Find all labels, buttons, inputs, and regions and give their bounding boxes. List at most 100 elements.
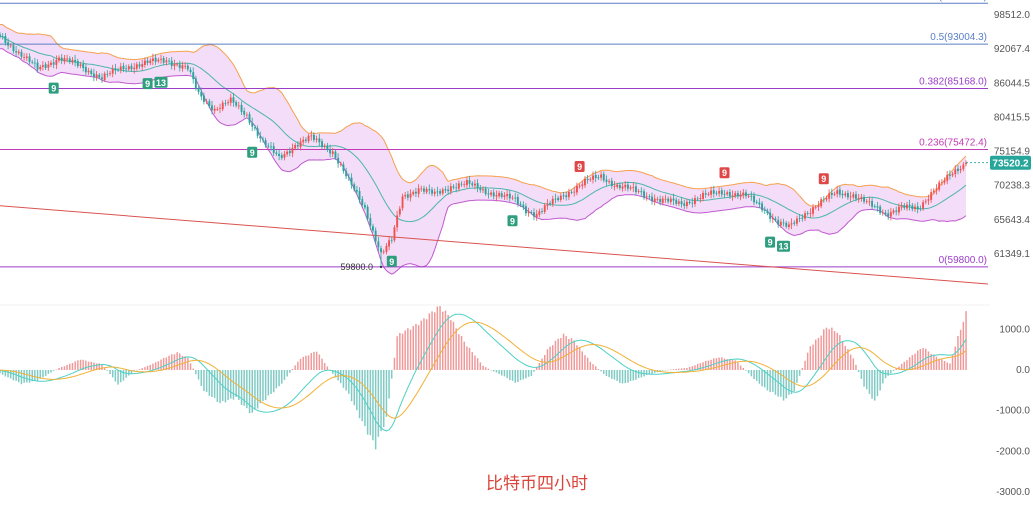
candle-body [538, 211, 541, 215]
candle-body [610, 180, 613, 186]
td-count-badge [142, 78, 153, 90]
candle-body [331, 151, 334, 154]
candle [793, 220, 796, 226]
macd-histogram-bar [761, 370, 763, 387]
candle [667, 196, 670, 204]
candle-body [259, 136, 262, 139]
td-count-badge [719, 167, 730, 179]
candle-body [79, 64, 82, 66]
macd-histogram-bar [498, 370, 500, 374]
candle [723, 189, 726, 198]
macd-histogram-bar [350, 370, 353, 402]
candle-body [321, 141, 323, 147]
candle-body [221, 102, 224, 110]
candle-body [635, 186, 637, 193]
candle [390, 236, 393, 244]
candle-body [474, 183, 476, 186]
macd-histogram-bar [294, 365, 296, 370]
macd-histogram-bar [251, 370, 253, 413]
macd-histogram-bar [766, 370, 769, 391]
candle-body [152, 58, 154, 61]
td-count-marker: 9 [247, 146, 258, 158]
candle [557, 195, 560, 202]
macd-histogram-bar [187, 357, 189, 370]
macd-histogram-bar [785, 370, 787, 399]
candle [457, 180, 460, 192]
macd-histogram-bar [345, 370, 347, 391]
macd-histogram-bar [4, 370, 7, 377]
macd-histogram-bar [680, 368, 683, 370]
macd-histogram-bar [69, 363, 71, 370]
candle [307, 133, 310, 144]
candle [643, 188, 645, 200]
candle [710, 186, 712, 199]
candle [267, 143, 270, 149]
macd-axis-tick: 0.0 [1016, 365, 1030, 376]
candle-body [830, 193, 833, 195]
candle-body [144, 60, 146, 65]
macd-histogram-bar [750, 370, 753, 377]
candle [758, 198, 761, 209]
macd-histogram-bar [275, 370, 278, 389]
macd-histogram-bar [855, 364, 857, 370]
candle-body [932, 190, 935, 193]
candle-body [17, 51, 20, 54]
candle [511, 195, 514, 201]
macd-histogram-bar [315, 351, 318, 370]
candle-body [498, 193, 501, 197]
macd-histogram-bar [189, 363, 192, 370]
macd-histogram-bar [503, 370, 506, 377]
candle-body [616, 184, 619, 187]
candle [264, 137, 267, 148]
td-count-marker: 13 [154, 76, 168, 88]
candle-body [254, 127, 256, 129]
macd-histogram-bar [337, 370, 339, 381]
macd-histogram-bar [892, 370, 895, 371]
macd-histogram-bar [117, 370, 119, 385]
candle-body [361, 199, 364, 205]
candle-body [28, 56, 31, 62]
candle-body [557, 197, 560, 201]
chart-title: 比特币四小时 [486, 474, 588, 493]
candle [197, 85, 200, 95]
candle-body [219, 108, 221, 109]
candle-body [39, 66, 42, 70]
td-count-badge [777, 240, 790, 252]
candle [329, 144, 331, 158]
macd-histogram-bar [895, 368, 897, 370]
candle-body [200, 91, 203, 97]
candle-body [688, 201, 691, 203]
macd-histogram-bar [777, 370, 779, 397]
macd-histogram-bar [715, 358, 718, 370]
candle-body [887, 213, 890, 217]
candle [712, 185, 715, 198]
td-count-label: 9 [389, 257, 394, 267]
candle-body [535, 213, 538, 218]
macd-histogram-bar [243, 370, 245, 406]
candle [855, 191, 857, 202]
candle [608, 178, 611, 185]
candle [946, 171, 949, 185]
candle-body [283, 154, 286, 158]
price-axis-tick: 61349.1 [994, 249, 1031, 260]
candle-body [906, 204, 908, 209]
candle [318, 133, 321, 147]
candle-body [103, 73, 106, 81]
candle [176, 62, 179, 67]
candle-body [804, 213, 806, 219]
candle [731, 190, 734, 201]
td-count-badge [154, 76, 168, 88]
macd-histogram-bar [651, 370, 653, 374]
macd-histogram-bar [570, 338, 573, 370]
candle [382, 249, 385, 255]
macd-histogram-bar [281, 370, 283, 384]
macd-histogram-bar [262, 370, 264, 402]
candle-body [76, 61, 79, 67]
macd-histogram-bar [342, 370, 345, 388]
candle [245, 112, 248, 117]
candle-body [294, 145, 297, 149]
td-count-marker: 9 [719, 167, 730, 179]
macd-histogram-bar [509, 370, 511, 380]
macd-histogram-bar [28, 370, 31, 383]
candle [229, 93, 232, 107]
